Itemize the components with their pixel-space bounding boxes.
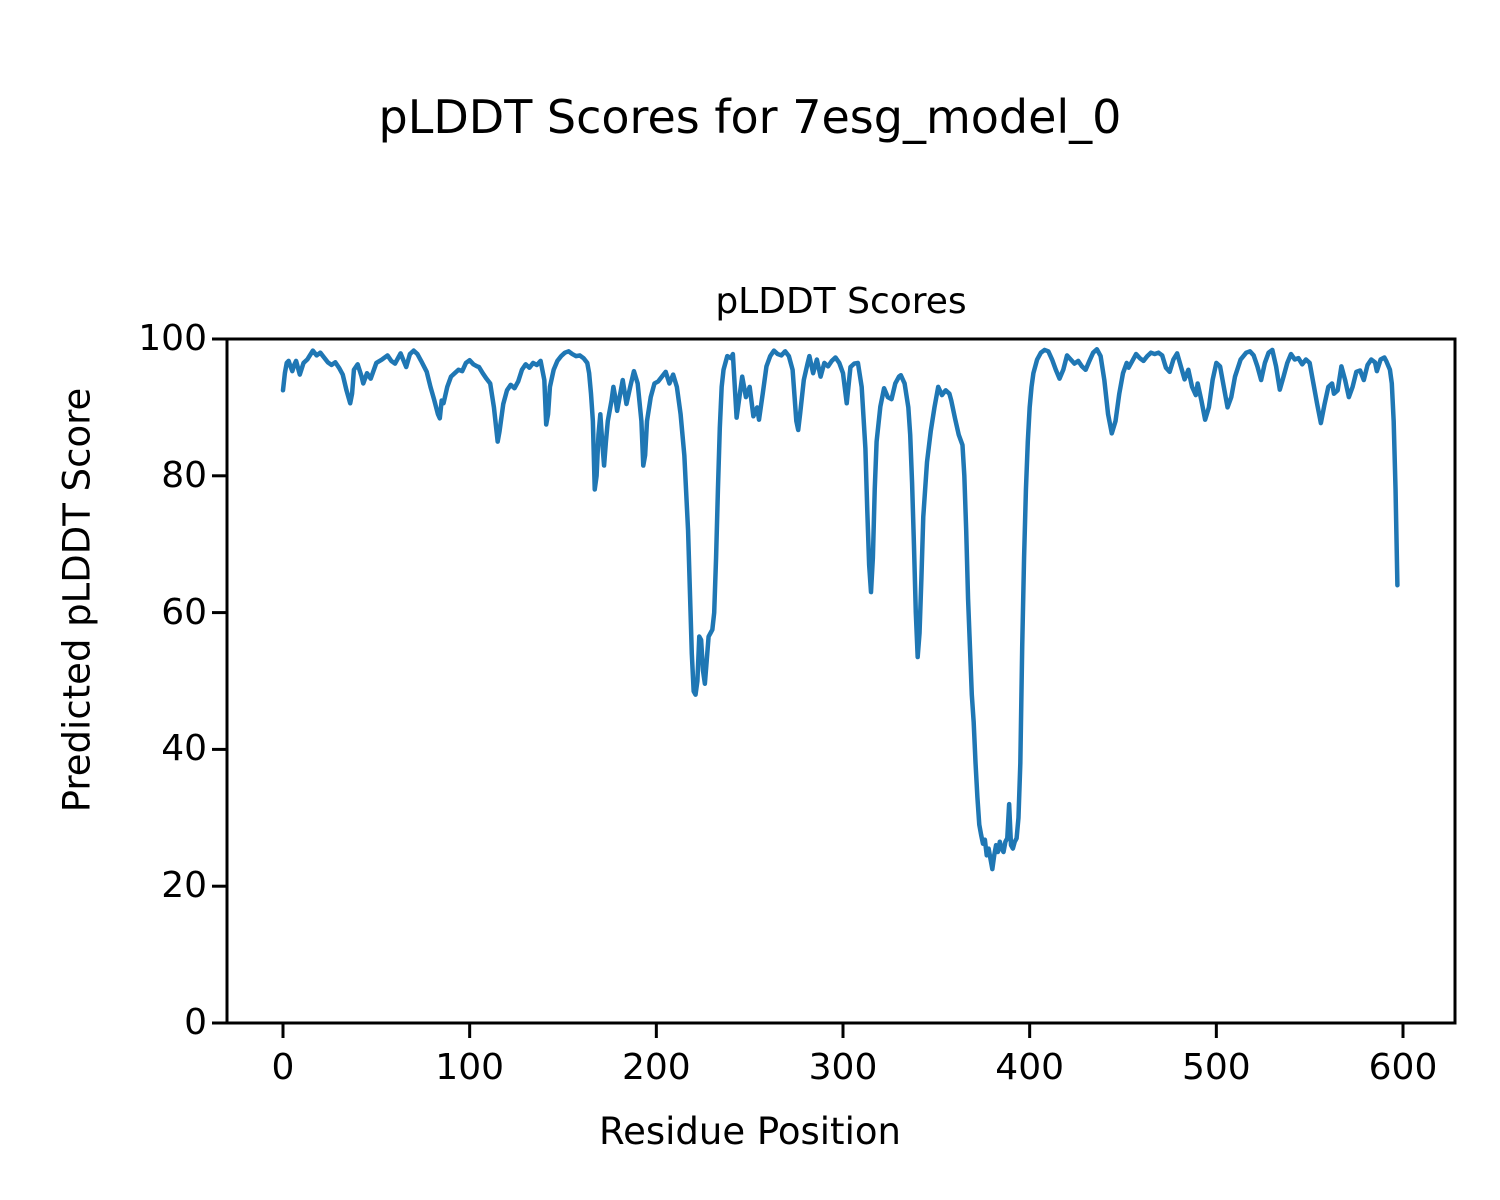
x-tick-label: 400 <box>995 1047 1065 1088</box>
y-tick-label: 0 <box>184 1002 207 1043</box>
x-axis-label: Residue Position <box>599 1110 901 1153</box>
axes-spines <box>225 337 1457 1025</box>
x-tick-label: 0 <box>271 1047 295 1088</box>
y-tick-label: 100 <box>138 318 207 359</box>
x-tick-label: 600 <box>1368 1047 1438 1088</box>
y-tick-label: 20 <box>161 865 207 907</box>
x-tick-label: 500 <box>1181 1047 1251 1088</box>
y-tick-label: 40 <box>161 728 207 770</box>
y-tick-label: 80 <box>161 454 207 496</box>
y-tick-label: 60 <box>161 591 207 633</box>
axes-title: pLDDT Scores <box>715 281 967 322</box>
x-tick-label: 100 <box>435 1047 505 1088</box>
plddt-line-series <box>280 347 1400 872</box>
figure-title: pLDDT Scores for 7esg_model_0 <box>378 90 1122 144</box>
x-tick-label: 300 <box>808 1047 878 1088</box>
y-axis-label: Predicted pLDDT Score <box>55 387 99 813</box>
x-tick-label: 200 <box>621 1047 691 1088</box>
